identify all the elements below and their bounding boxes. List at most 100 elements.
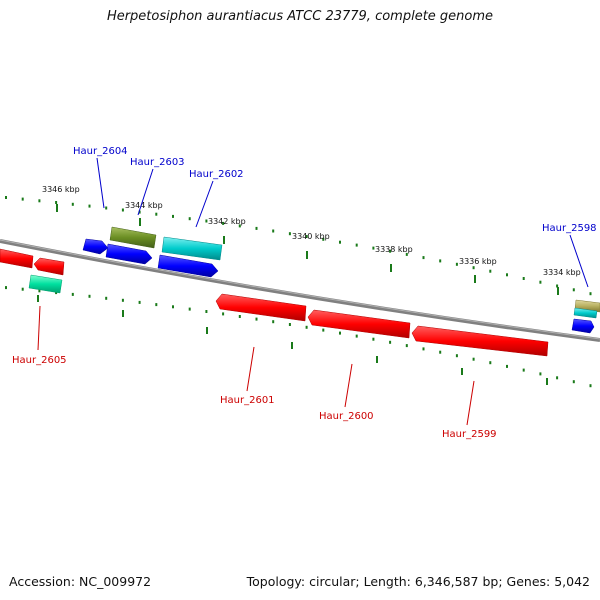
accession-label: Accession: NC_009972 [9,574,152,589]
tick-3340: 3340 kbp [292,232,330,259]
minor-tick [372,246,375,250]
minor-tick [405,344,408,348]
svg-text:Haur_2600: Haur_2600 [319,411,374,422]
label-haur-2600[interactable]: Haur_2600 [319,363,374,422]
minor-tick [288,323,291,326]
minor-tick [322,328,325,332]
svg-text:Haur_2601: Haur_2601 [220,395,275,406]
svg-text:Haur_2599: Haur_2599 [442,429,497,440]
label-haur-2599[interactable]: Haur_2599 [442,380,497,440]
tick-3346: 3346 kbp [42,185,80,212]
minor-tick [522,277,525,280]
svg-text:Haur_2605: Haur_2605 [12,355,67,366]
minor-tick [55,201,58,204]
label-haur-2598[interactable]: Haur_2598 [542,223,597,288]
minor-tick [506,364,508,368]
minor-tick [506,273,508,277]
label-haur-2602[interactable]: Haur_2602 [189,169,244,228]
label-haur-2604[interactable]: Haur_2604 [73,146,128,209]
gene-haur-2598[interactable] [571,299,600,334]
minor-tick [522,368,525,372]
minor-tick [222,312,225,316]
genome-backbone-highlight [0,239,600,340]
minor-tick [121,298,124,302]
minor-tick [556,376,559,380]
minor-tick [21,197,24,201]
svg-text:Haur_2604: Haur_2604 [73,146,128,157]
label-haur-2605[interactable]: Haur_2605 [12,305,67,366]
svg-text:Haur_2602: Haur_2602 [189,169,244,180]
tick-3338: 3338 kbp [375,245,413,272]
minor-tick [172,305,174,309]
minor-tick [572,288,575,292]
minor-tick [21,287,24,291]
minor-tick [472,357,475,361]
minor-tick [572,380,575,384]
minor-tick [539,280,542,284]
minor-tick [305,325,308,329]
upper-tick-rail [5,196,592,296]
minor-tick [272,320,275,324]
minor-tick [188,307,191,311]
gene-haur-2603[interactable] [105,226,157,265]
minor-tick [355,243,358,247]
minor-tick [489,269,492,273]
tick-3344: 3344 kbp [125,201,163,226]
gene-haur-2605[interactable] [0,248,65,294]
genome-stats-label: Topology: circular; Length: 6,346,587 bp… [246,574,590,589]
minor-tick [589,292,592,296]
minor-tick [105,296,108,300]
svg-text:3340 kbp: 3340 kbp [292,232,330,241]
tick-3336: 3336 kbp [459,257,497,283]
svg-text:Haur_2603: Haur_2603 [130,157,185,168]
minor-tick [88,204,91,208]
label-haur-2603[interactable]: Haur_2603 [130,157,185,216]
minor-tick [422,256,425,260]
label-haur-2601[interactable]: Haur_2601 [220,346,275,406]
tick-3334: 3334 kbp [543,268,581,295]
minor-tick [422,347,425,351]
svg-text:3344 kbp: 3344 kbp [125,201,163,210]
minor-tick [472,266,475,270]
minor-tick [556,284,559,288]
minor-tick [5,196,7,199]
minor-tick [339,331,341,335]
minor-tick [71,202,74,206]
svg-text:3342 kbp: 3342 kbp [208,217,246,226]
svg-text:3338 kbp: 3338 kbp [375,245,413,254]
minor-tick [439,259,442,263]
minor-tick [539,372,542,376]
minor-tick [439,350,442,354]
gene-haur-2600[interactable] [307,309,411,339]
minor-tick [589,384,592,388]
minor-tick [138,300,141,304]
minor-tick [405,252,408,256]
minor-tick [172,214,174,218]
lower-tick-rail [5,286,592,388]
minor-tick [155,212,158,216]
minor-tick [138,210,141,214]
svg-text:3346 kbp: 3346 kbp [42,185,80,194]
gene-haur-2604[interactable] [82,238,109,255]
minor-tick [322,237,325,241]
minor-tick [238,315,241,318]
minor-tick [121,208,124,212]
minor-tick [205,310,208,313]
svg-text:3334 kbp: 3334 kbp [543,268,581,277]
minor-tick [389,249,392,253]
minor-tick [238,224,241,228]
minor-tick [88,294,91,298]
minor-tick [305,235,308,238]
tick-3342: 3342 kbp [208,217,246,244]
minor-tick [38,199,41,203]
minor-tick [455,354,458,358]
gene-haur-2602[interactable] [157,236,223,278]
minor-tick [455,262,458,266]
minor-tick [38,289,41,293]
minor-tick [222,221,225,225]
minor-tick [255,226,258,230]
svg-text:Haur_2598: Haur_2598 [542,223,597,234]
gene-haur-2599[interactable] [411,325,549,357]
gene-haur-2601[interactable] [215,293,307,322]
